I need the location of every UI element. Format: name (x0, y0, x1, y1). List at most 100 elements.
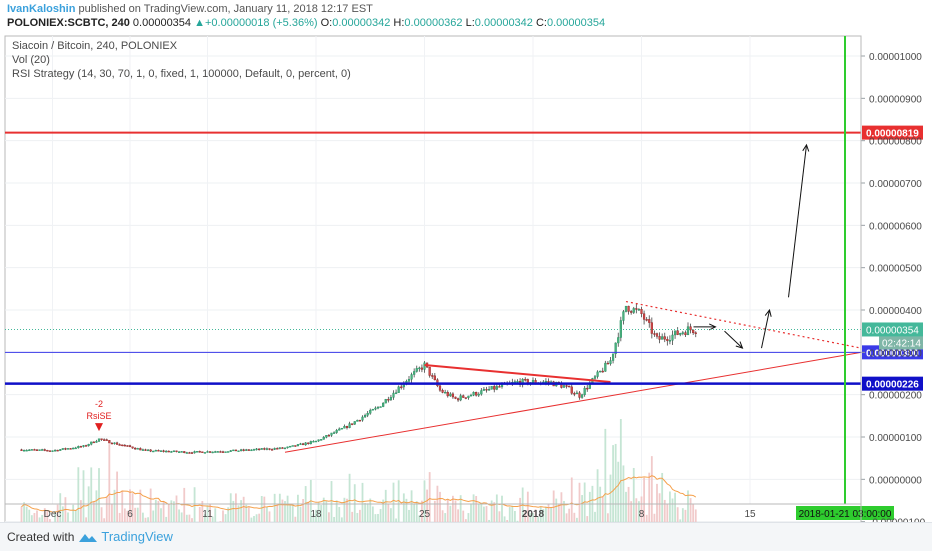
candle (380, 407, 382, 408)
volume-bar (160, 508, 162, 522)
candle (579, 393, 581, 398)
candle (449, 394, 451, 396)
candle (682, 333, 684, 334)
candle (240, 450, 242, 451)
candle (646, 319, 648, 320)
candle (261, 448, 263, 449)
candle (302, 444, 304, 445)
volume-bar (672, 498, 674, 522)
candle (189, 453, 191, 454)
candle (258, 449, 260, 450)
candle (545, 381, 547, 382)
volume-bar (602, 497, 604, 522)
volume-bar (519, 498, 521, 522)
y-tick-label: 0.00000100 (869, 433, 922, 444)
candle (398, 387, 400, 393)
volume-bar (75, 510, 77, 522)
candle (421, 368, 423, 370)
volume-bar (142, 513, 144, 522)
candle (46, 450, 48, 451)
candle (659, 336, 661, 339)
candle (232, 450, 234, 451)
volume-bar (548, 504, 550, 522)
low-label: L: (466, 17, 475, 29)
candle (227, 451, 229, 452)
volume-bar (612, 445, 614, 522)
candle (346, 426, 348, 427)
price-axis[interactable]: 0.000010000.000009000.000008000.00000700… (861, 36, 926, 522)
candle (462, 396, 464, 398)
candle (284, 448, 286, 449)
candle (623, 312, 625, 321)
x-tick-label: Dec (44, 509, 62, 520)
candle (23, 450, 25, 451)
volume-bar (375, 514, 377, 522)
candle (292, 445, 294, 446)
volume-bar (571, 477, 573, 522)
volume-bar (289, 505, 291, 522)
candle (57, 450, 59, 451)
candle (385, 399, 387, 403)
y-tick-label: 0.00001000 (869, 52, 922, 63)
candle (49, 451, 51, 452)
price-chart[interactable]: 0.000008190.000003000.000002260.00000354… (0, 32, 932, 522)
volume-bar (119, 513, 121, 522)
volume-bar (261, 496, 263, 522)
candle (488, 389, 490, 390)
candle (26, 450, 28, 451)
candle (628, 306, 630, 311)
volume-bar (604, 429, 606, 522)
tradingview-icon (78, 532, 98, 544)
candle (328, 435, 330, 436)
volume-bar (568, 509, 570, 522)
candle (524, 379, 526, 380)
volume-bar (682, 508, 684, 522)
candle (256, 449, 258, 450)
symbol-label[interactable]: POLONIEX:SCBTC, 240 (7, 17, 130, 29)
volume-bar (558, 504, 560, 522)
volume-bar (356, 513, 358, 522)
candle (393, 393, 395, 397)
volume-bar (664, 500, 666, 522)
candle (248, 450, 250, 451)
candle (424, 363, 426, 370)
candle (584, 388, 586, 395)
low-value: 0.00000342 (475, 17, 533, 29)
candle (475, 392, 477, 395)
candle (305, 443, 307, 445)
candle (77, 446, 79, 448)
candle (695, 333, 697, 334)
volume-bar (62, 506, 64, 522)
candle (214, 452, 216, 453)
volume-bar (669, 491, 671, 522)
candle (318, 440, 320, 441)
tradingview-logo[interactable]: TradingView (78, 529, 173, 544)
volume-bar (28, 510, 30, 522)
candle (170, 451, 172, 452)
candle (594, 377, 596, 379)
candle (571, 387, 573, 393)
volume-bar (499, 511, 501, 522)
candle (150, 450, 152, 451)
candle (470, 395, 472, 396)
candle (21, 450, 23, 451)
volume-bar (677, 507, 679, 522)
candle (28, 450, 30, 451)
volume-bar (26, 507, 28, 522)
volume-bar (566, 513, 568, 522)
candle (297, 444, 299, 446)
candle (116, 443, 118, 445)
volume-bar (369, 499, 371, 522)
candle (181, 451, 183, 452)
candle (442, 390, 444, 392)
candle (654, 333, 656, 334)
author-link[interactable]: IvanKaloshin (7, 3, 75, 15)
candle (491, 386, 493, 389)
volume-bar (545, 507, 547, 522)
volume-bar (96, 490, 98, 522)
volume-bar (240, 500, 242, 522)
volume-bar (121, 490, 123, 522)
candle (158, 450, 160, 451)
candle (178, 452, 180, 453)
volume-bar (447, 499, 449, 522)
